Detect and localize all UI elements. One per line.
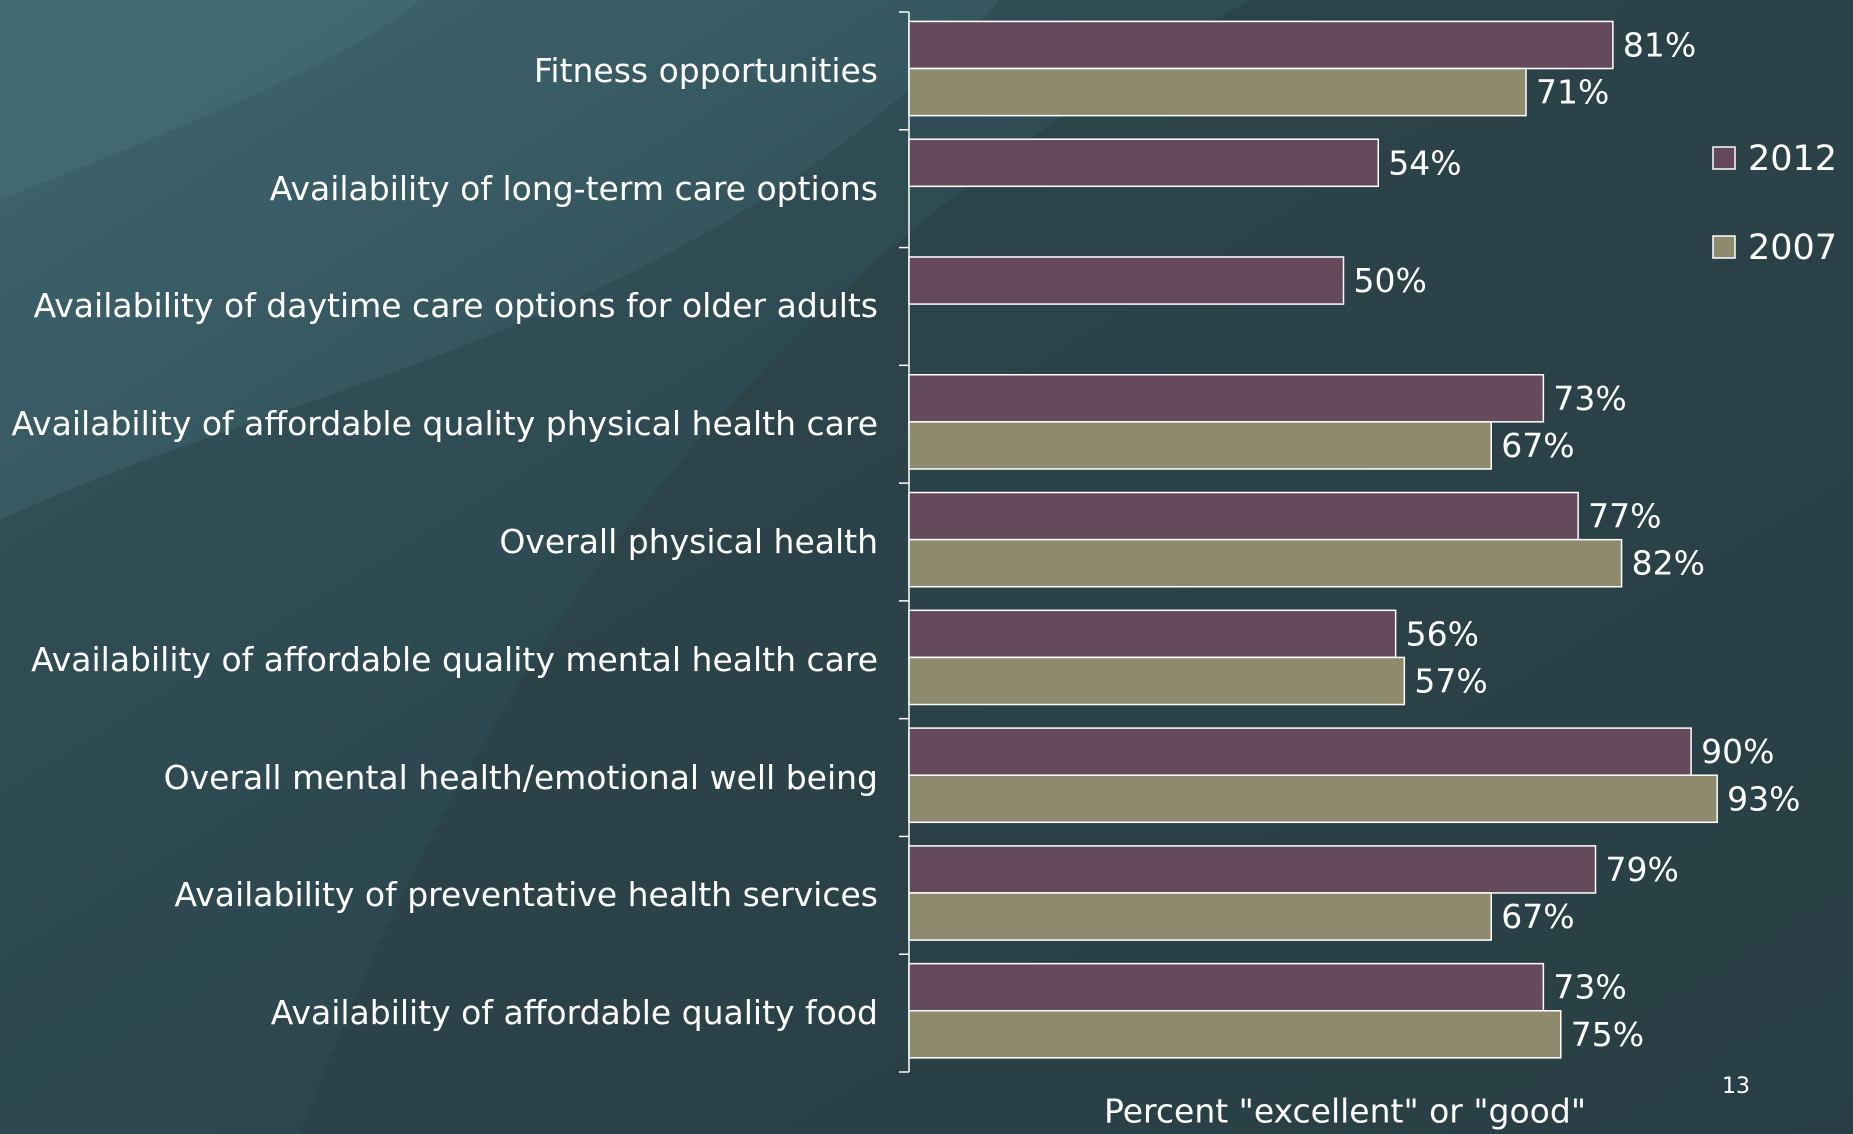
value-label: 50%	[1354, 261, 1427, 300]
bar	[908, 256, 1345, 305]
value-label: 93%	[1727, 779, 1800, 818]
legend-swatch	[1712, 235, 1736, 259]
bar	[908, 138, 1380, 188]
legend-swatch	[1712, 146, 1736, 170]
bar	[908, 421, 1492, 470]
category-label: Availability of long-term care options	[269, 168, 878, 208]
bar	[908, 67, 1527, 117]
category-label: Availability of preventative health serv…	[174, 875, 878, 915]
bar	[908, 962, 1545, 1012]
category-label: Availability of daytime care options for…	[33, 286, 878, 326]
value-label: 75%	[1571, 1015, 1644, 1054]
category-label: Overall physical health	[499, 521, 878, 561]
value-label: 73%	[1553, 379, 1626, 418]
legend-label: 2007	[1748, 228, 1837, 268]
value-label: 67%	[1501, 897, 1574, 936]
bar	[908, 892, 1492, 941]
bar	[908, 538, 1623, 588]
bar	[908, 491, 1579, 541]
bar	[908, 656, 1406, 706]
category-label: Availability of affordable quality menta…	[31, 639, 878, 679]
legend-label: 2012	[1748, 139, 1837, 179]
value-label: 82%	[1632, 544, 1705, 583]
bar	[908, 374, 1545, 423]
bar	[908, 20, 1614, 70]
value-label: 57%	[1414, 661, 1487, 700]
value-label: 54%	[1388, 143, 1461, 182]
value-label: 56%	[1406, 614, 1479, 653]
value-label: 67%	[1501, 426, 1574, 465]
value-label: 79%	[1606, 850, 1679, 889]
bar	[908, 1010, 1562, 1059]
x-axis-title: Percent "excellent" or "good"	[1104, 1092, 1586, 1131]
swoosh	[0, 0, 420, 200]
category-label: Fitness opportunities	[533, 50, 878, 90]
value-label: 90%	[1701, 732, 1774, 771]
value-label: 71%	[1536, 73, 1609, 112]
value-label: 81%	[1623, 25, 1696, 64]
category-label: Availability of affordable quality food	[270, 993, 878, 1033]
category-label: Overall mental health/emotional well bei…	[163, 757, 878, 797]
bar	[908, 774, 1718, 824]
value-label: 77%	[1588, 497, 1661, 536]
category-label: Availability of affordable quality physi…	[11, 404, 879, 444]
bar	[908, 609, 1397, 659]
page-number: 13	[1722, 1074, 1750, 1099]
value-label: 73%	[1553, 968, 1626, 1007]
bar	[908, 845, 1597, 894]
bar	[908, 727, 1692, 776]
